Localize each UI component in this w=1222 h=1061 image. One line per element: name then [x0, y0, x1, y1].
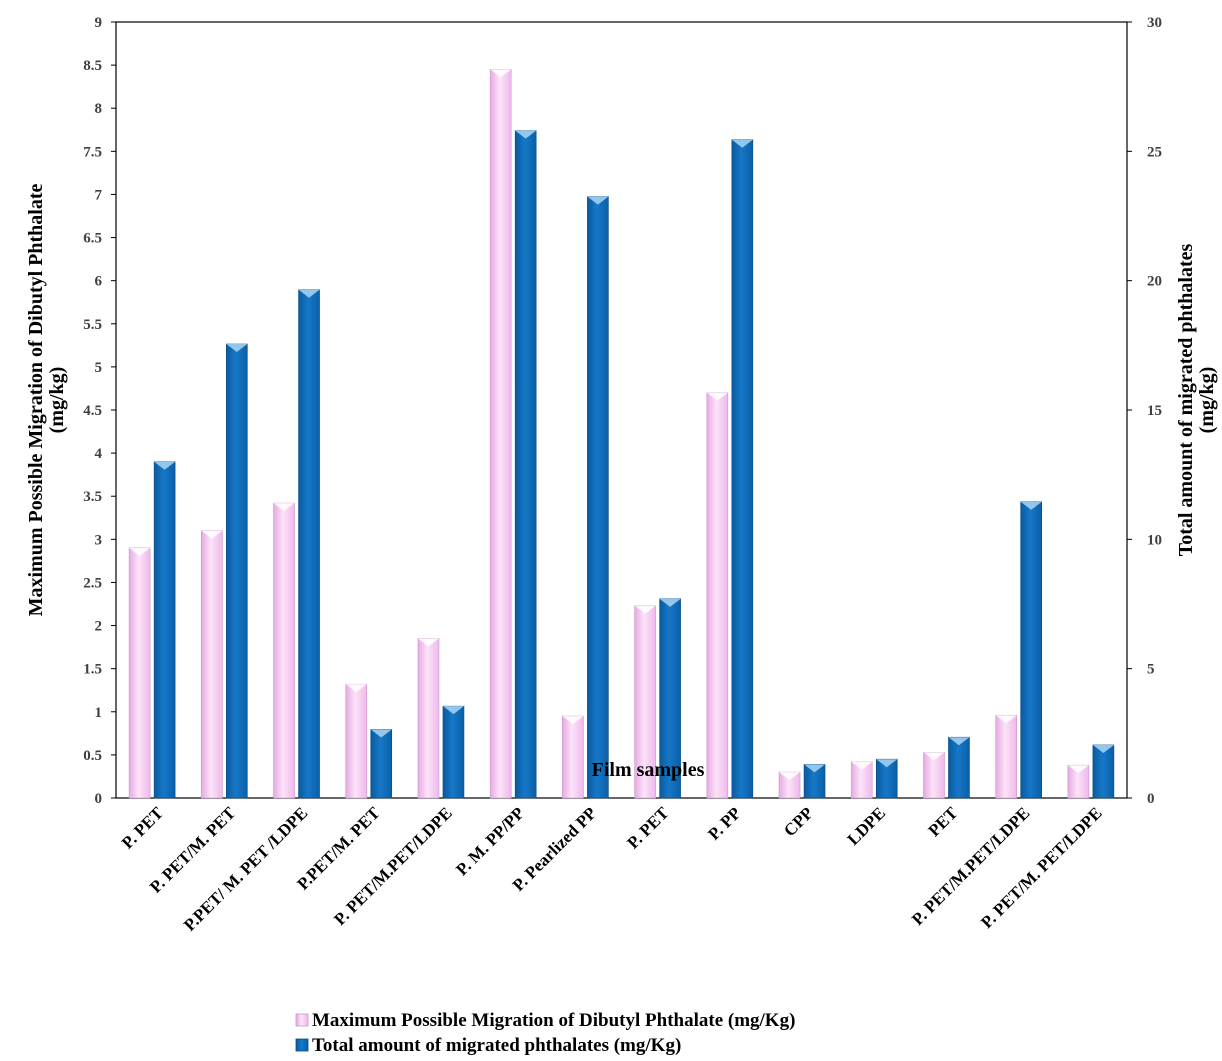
- bar-max-migration: [923, 752, 945, 799]
- legend-item-total-migrated: Total amount of migrated phthalates (mg/…: [295, 1035, 681, 1056]
- bar-max-migration: [706, 392, 729, 799]
- bar-max-migration: [562, 715, 584, 799]
- bar-max-migration: [995, 714, 1017, 799]
- bar-max-migration: [778, 771, 801, 799]
- bar-max-migration: [634, 605, 656, 799]
- bar-total-migrated: [587, 196, 609, 799]
- plot-border: [115, 21, 1128, 799]
- category-label: P.PET/ M. PET /LDPE: [180, 803, 311, 934]
- category-label: CPP: [780, 803, 817, 840]
- bar-max-migration: [489, 69, 512, 799]
- category-label: LDPE: [844, 803, 889, 848]
- svg-text:Maximum Possible Migration of: Maximum Possible Migration of Dibutyl Ph…: [25, 183, 47, 616]
- left-tick-label: 1: [95, 705, 103, 721]
- bar-total-migrated: [514, 130, 537, 799]
- bar-total-migrated: [803, 764, 826, 799]
- left-tick-label: 7.5: [83, 144, 102, 160]
- category-label: P. PET/M.PET/LDPE: [330, 803, 456, 929]
- svg-text:(mg/kg): (mg/kg): [1196, 367, 1218, 434]
- left-tick-label: 8: [95, 101, 103, 117]
- category-label: P. PET/M.PET/LDPE: [908, 803, 1034, 929]
- category-label: P. M. PP/PP: [452, 803, 528, 879]
- right-tick-label: 5: [1147, 662, 1155, 678]
- category-label: P. PP: [704, 803, 744, 843]
- bar-total-migrated: [226, 343, 248, 799]
- category-label: P. PET: [118, 803, 168, 853]
- bar-max-migration: [417, 638, 440, 799]
- left-tick-label: 5.5: [83, 317, 102, 333]
- x-axis-title: Film samples: [592, 759, 705, 781]
- left-tick-label: 3.5: [83, 489, 102, 505]
- category-label: PET: [924, 803, 961, 840]
- right-tick-label: 0: [1147, 791, 1155, 807]
- left-tick-label: 2.5: [83, 575, 102, 591]
- category-label: P. PET/M. PET/LDPE: [977, 803, 1106, 932]
- right-tick-label: 20: [1147, 274, 1162, 290]
- left-tick-label: 1.5: [83, 662, 102, 678]
- category-label: P. PET: [623, 803, 673, 853]
- bar-total-migrated: [153, 461, 176, 799]
- bar-max-migration: [273, 502, 295, 799]
- svg-text:Total amount of migrated phtha: Total amount of migrated phthalates (mg/…: [312, 1035, 681, 1056]
- left-axis: 0 0.5 1 1.5 2 2.5 3 3.5 4 4.5 5 5.5 6 6.5 7 7.5 8 8.5 9: [83, 15, 116, 807]
- bar-total-migrated: [442, 705, 465, 799]
- right-tick-label: 30: [1147, 15, 1162, 31]
- left-tick-label: 0.5: [83, 748, 102, 764]
- legend: Maximum Possible Migration of Dibutyl Ph…: [295, 1010, 795, 1056]
- bar-max-migration: [1067, 764, 1090, 799]
- right-tick-label: 25: [1147, 144, 1162, 160]
- bar-total-migrated: [298, 289, 320, 799]
- bar-max-migration: [128, 547, 151, 799]
- bar-total-migrated: [370, 729, 393, 799]
- left-tick-label: 0: [95, 791, 103, 807]
- bar-max-migration: [345, 683, 368, 799]
- y-axis-title-right: Total amount of migrated phthalates (mg/…: [1175, 243, 1218, 556]
- bars: [128, 69, 1115, 799]
- left-tick-label: 6.5: [83, 231, 102, 247]
- left-tick-label: 4: [95, 446, 103, 462]
- left-tick-label: 7: [95, 187, 103, 203]
- legend-swatch-blue: [295, 1038, 309, 1052]
- plot-area: [115, 21, 1128, 799]
- left-tick-label: 4.5: [83, 403, 102, 419]
- right-axis: 0 5 10 15 20 25 30: [1127, 15, 1162, 807]
- bar-total-migrated: [731, 139, 754, 799]
- left-tick-label: 2: [95, 619, 103, 635]
- bar-total-migrated: [659, 598, 681, 799]
- svg-text:(mg/kg): (mg/kg): [46, 367, 68, 434]
- svg-text:Maximum Possible Migration of: Maximum Possible Migration of Dibutyl Ph…: [312, 1010, 795, 1031]
- left-tick-label: 5: [95, 360, 103, 376]
- bar-max-migration: [850, 761, 873, 799]
- bar-total-migrated: [875, 758, 898, 799]
- legend-swatch-pink: [295, 1013, 309, 1027]
- left-tick-label: 9: [95, 15, 103, 31]
- left-tick-label: 6: [95, 274, 103, 290]
- legend-item-max-migration: Maximum Possible Migration of Dibutyl Ph…: [295, 1010, 795, 1031]
- right-tick-label: 15: [1147, 403, 1162, 419]
- svg-text:Total amount of migrated phth: Total amount of migrated phthalates: [1175, 243, 1197, 556]
- right-tick-label: 10: [1147, 532, 1162, 548]
- left-tick-label: 8.5: [83, 58, 102, 74]
- bar-total-migrated: [948, 736, 970, 799]
- bar-total-migrated: [1020, 501, 1042, 799]
- y-axis-title-left: Maximum Possible Migration of Dibutyl Ph…: [25, 183, 68, 616]
- bar-max-migration: [201, 530, 223, 799]
- left-tick-label: 3: [95, 532, 103, 548]
- bar-total-migrated: [1092, 744, 1115, 799]
